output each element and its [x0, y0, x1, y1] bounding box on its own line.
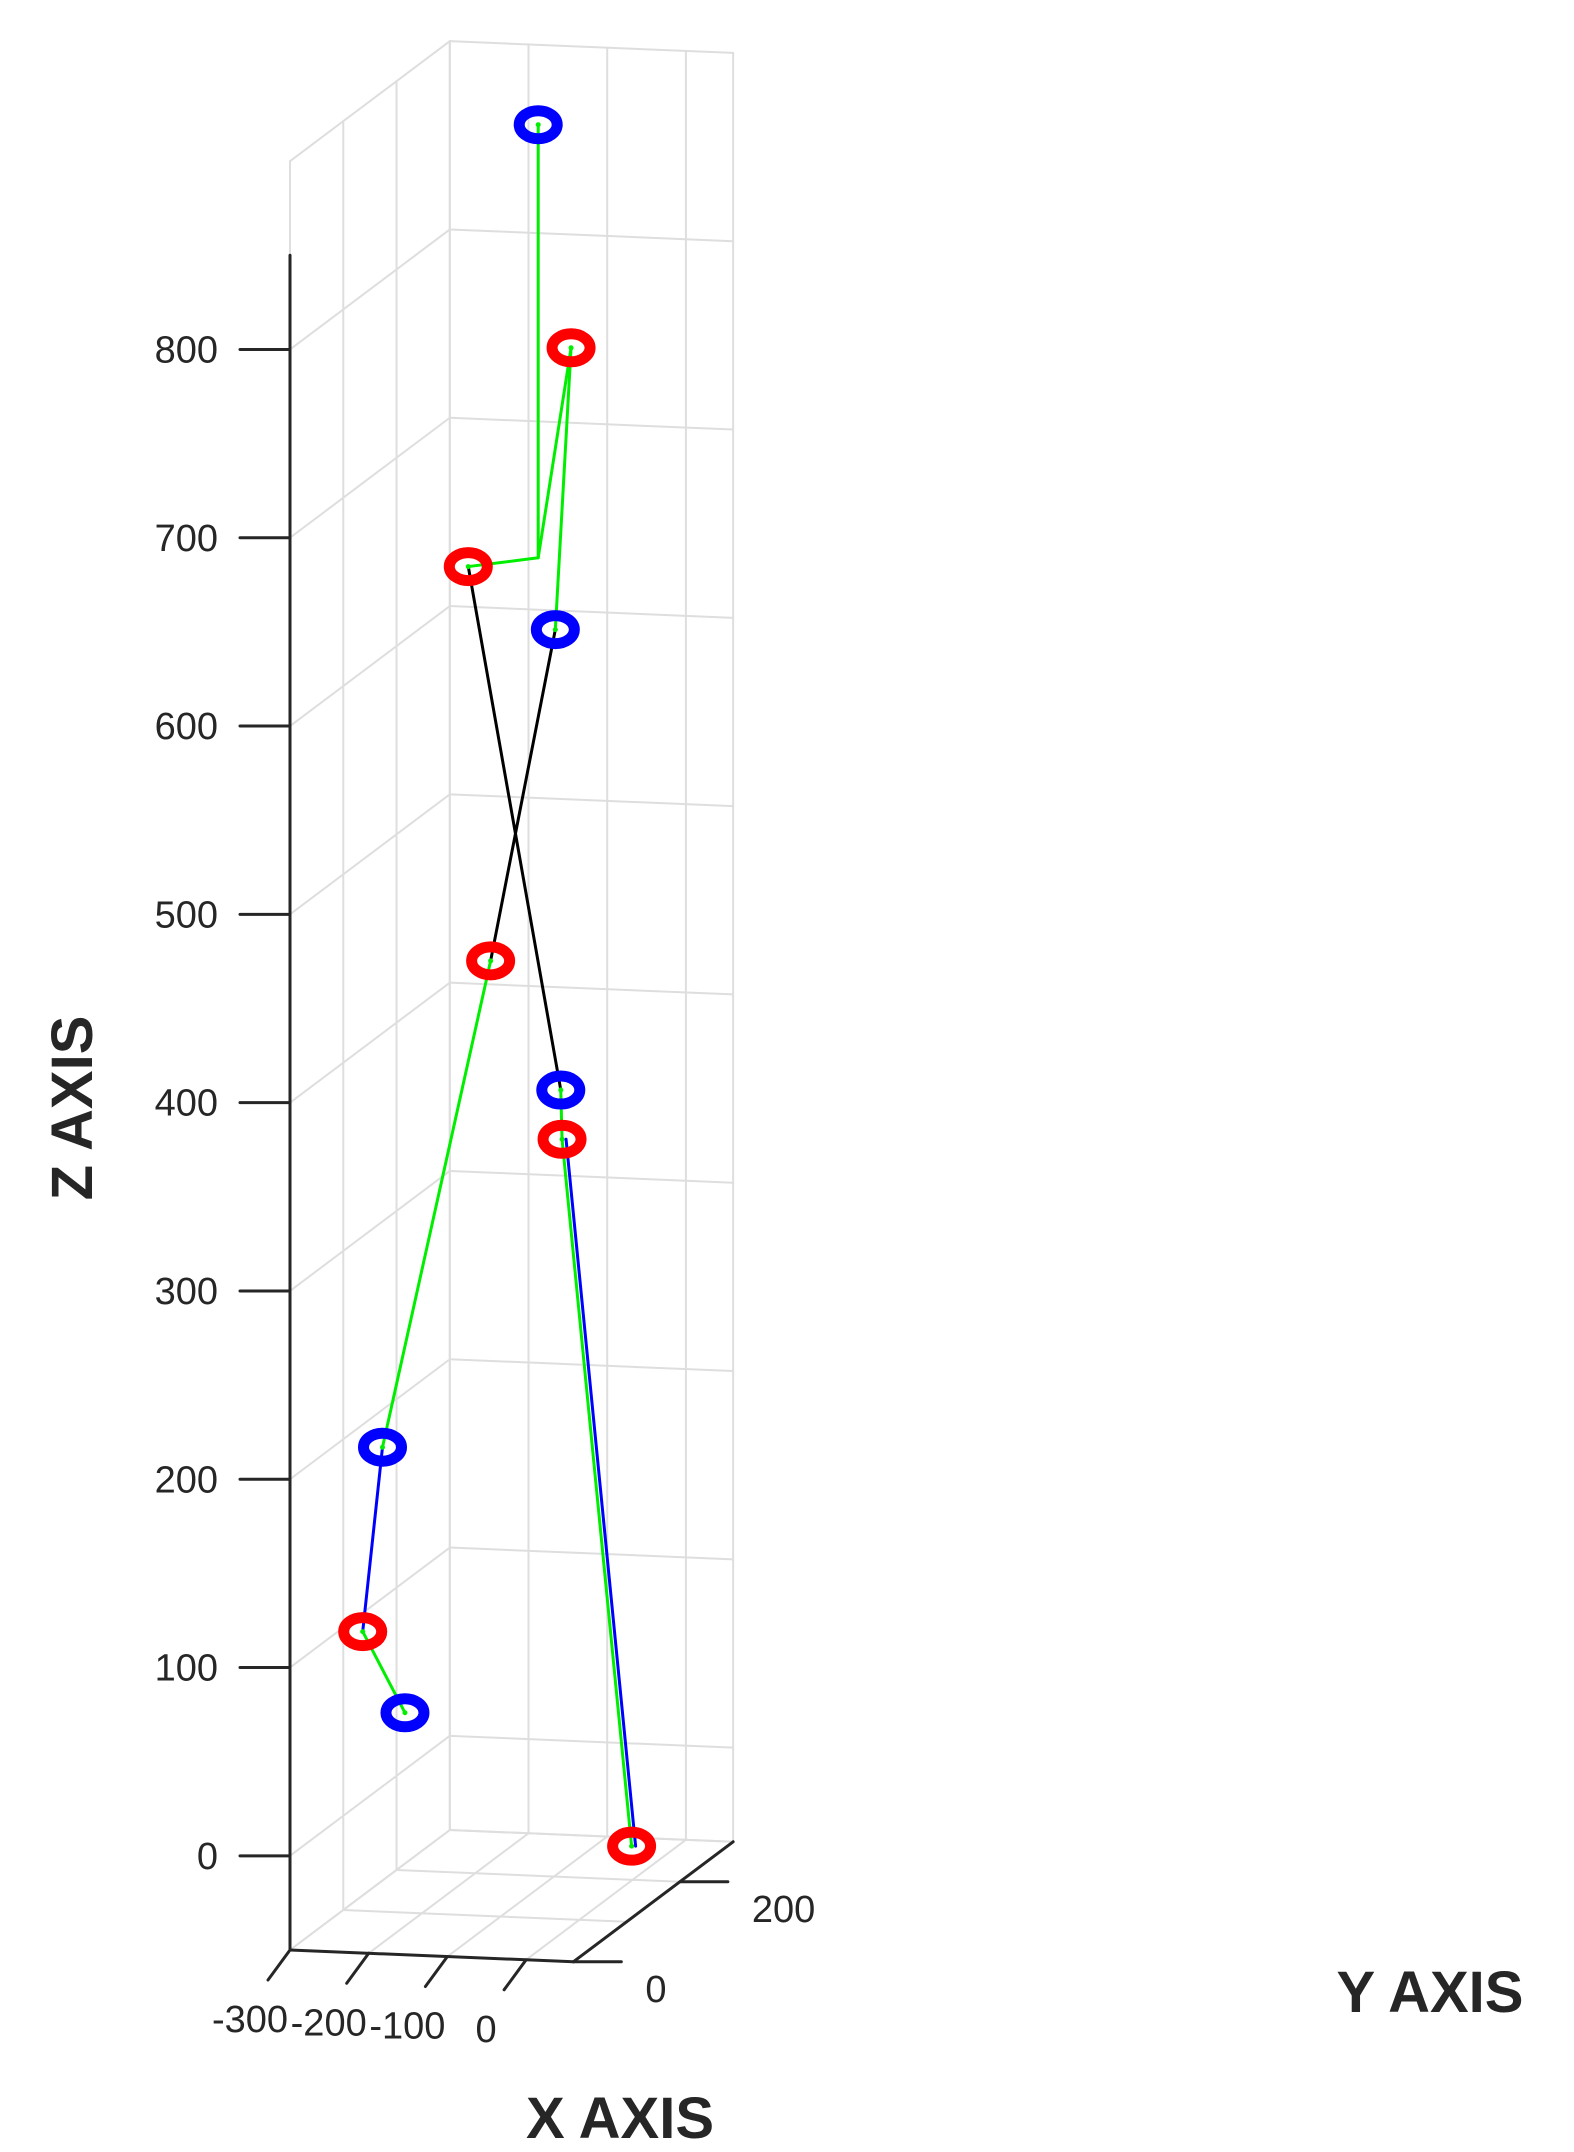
grid-line-sidewall-z: [289, 1358, 451, 1481]
z-tick-label: 800: [155, 329, 218, 371]
joint-marker-r6: [607, 1826, 657, 1866]
joint-marker-b5: [380, 1693, 430, 1733]
joint-marker-r2: [443, 547, 493, 587]
x-tick-label: -100: [369, 2006, 445, 2048]
grid-layer: [289, 40, 735, 1963]
joint-marker-r1: [546, 328, 596, 368]
z-tick-label: 600: [155, 706, 218, 748]
joint-center-b3: [558, 1087, 564, 1093]
grid-line-floor-x: [289, 1829, 451, 1951]
grid-line-sidewall-z: [289, 1546, 451, 1669]
grid-line-backwall-z: [448, 416, 735, 431]
grid-line-sidewall-z: [289, 228, 451, 351]
bone-blue: [361, 1445, 384, 1634]
joint-marker-r5: [338, 1612, 388, 1652]
grid-line-sidewall-z: [289, 40, 451, 163]
bone-green: [536, 346, 573, 560]
x-tick-label: 0: [476, 2009, 497, 2051]
grid-line-sidewall-z: [289, 793, 451, 916]
x-tick-label: -200: [291, 2002, 367, 2044]
grid-line-backwall-z: [448, 1546, 735, 1561]
joint-center-r2: [465, 564, 471, 570]
x-tick-label: -300: [212, 1999, 288, 2041]
grid-line-backwall-z: [448, 228, 735, 243]
y-axis-title: Y AXIS: [1337, 1960, 1524, 2025]
grid-line-backwall-z: [448, 793, 735, 808]
y-tick-label: 200: [752, 1889, 815, 1931]
grid-line-backwall-z: [448, 605, 735, 619]
bone-black: [466, 565, 563, 1092]
grid-line-floor-x: [525, 1838, 687, 1961]
z-tick-label: 500: [155, 894, 218, 936]
axis-layer: [238, 253, 735, 1992]
joint-marker-b3: [536, 1070, 586, 1110]
z-tick-label: 0: [197, 1836, 218, 1878]
x-tick-mark: [266, 1948, 292, 1982]
x-tick-mark: [345, 1951, 371, 1985]
joint-center-r3: [488, 958, 494, 964]
joint-center-b4: [379, 1444, 385, 1450]
z-tick-label: 400: [155, 1083, 218, 1125]
joint-marker-r4: [537, 1119, 587, 1159]
z-axis-title: Z AXIS: [40, 1016, 105, 1201]
joint-center-r4: [559, 1136, 565, 1142]
joint-center-b5: [402, 1710, 408, 1716]
bone-green: [380, 959, 493, 1449]
joint-marker-b1: [513, 105, 563, 145]
grid-line-sidewall-z: [289, 981, 451, 1104]
grid-line-floor-y: [448, 1829, 735, 1843]
grid-line-floor-x: [446, 1835, 609, 1958]
joint-center-b1: [535, 122, 541, 128]
z-tick-label: 700: [155, 518, 218, 560]
x-tick-mark: [423, 1955, 449, 1989]
bone-green: [560, 1137, 634, 1848]
grid-line-sidewall-z: [289, 1734, 451, 1857]
grid-line-floor-y: [395, 1869, 681, 1883]
grid-line-backwall-z: [448, 1734, 735, 1749]
z-tick-label: 300: [155, 1271, 218, 1313]
bone-green: [559, 1088, 564, 1141]
grid-line-backwall-z: [448, 1358, 735, 1373]
grid-line-sidewall-z: [289, 1169, 451, 1292]
marker-layer: [338, 105, 657, 1866]
joint-marker-b4: [357, 1427, 407, 1467]
y-axis-line: [571, 1840, 735, 1964]
z-tick-label: 100: [155, 1648, 218, 1690]
joint-marker-r3: [466, 941, 516, 981]
grid-line-backwall-z: [448, 981, 735, 996]
joint-center-r6: [629, 1843, 635, 1849]
grid-line-sidewall-z: [289, 416, 451, 539]
x-axis-title: X AXIS: [526, 2086, 714, 2151]
grid-line-backwall-z: [448, 40, 735, 54]
z-tick-label: 200: [155, 1459, 218, 1501]
joint-center-r5: [360, 1629, 366, 1635]
joint-marker-b2: [530, 610, 580, 650]
bone-black: [489, 628, 557, 963]
grid-line-floor-x: [367, 1832, 530, 1955]
grid-line-sidewall-z: [289, 605, 451, 728]
joint-center-r1: [568, 345, 574, 351]
grid-line-floor-y: [342, 1909, 628, 1923]
bone-blue: [564, 1137, 638, 1848]
y-tick-label: 0: [645, 1969, 666, 2011]
grid-line-backwall-z: [448, 1169, 735, 1184]
label-layer: X AXIS Y AXIS Z AXIS 0 100 200 300 400 500 600…: [40, 329, 1523, 2151]
x-tick-mark: [502, 1958, 528, 1992]
bone-green: [553, 346, 573, 632]
bone-green: [466, 556, 540, 569]
joint-center-b2: [552, 627, 558, 633]
